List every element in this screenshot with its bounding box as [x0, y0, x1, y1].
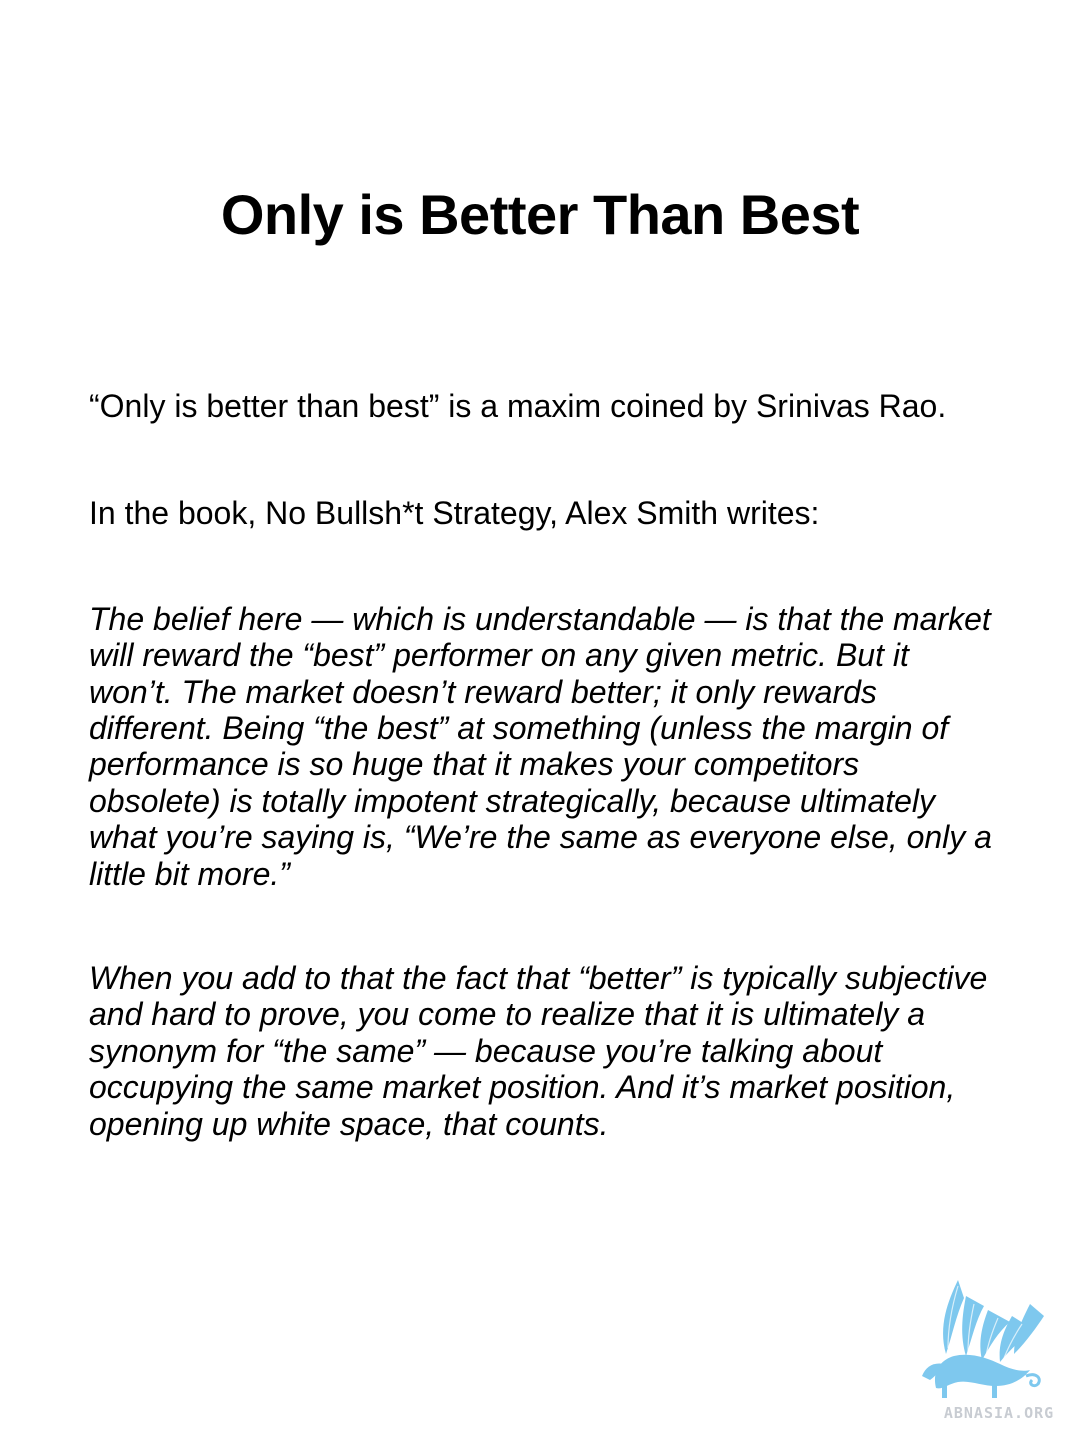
- quote-paragraph-1: The belief here — which is understandabl…: [89, 600, 992, 892]
- logo-text: ABNASIA.ORG: [943, 1404, 1055, 1422]
- document-body: “Only is better than best” is a maxim co…: [89, 388, 994, 1142]
- quote-paragraph-2: When you add to that the fact that “bett…: [89, 960, 988, 1142]
- source-paragraph: In the book, No Bullsh*t Strategy, Alex …: [89, 495, 820, 532]
- intro-paragraph: “Only is better than best” is a maxim co…: [89, 388, 947, 424]
- abnasia-logo: ABNASIA.ORG: [918, 1276, 1078, 1426]
- griffin-logo-icon: [922, 1280, 1044, 1398]
- page-title: Only is Better Than Best: [220, 183, 860, 246]
